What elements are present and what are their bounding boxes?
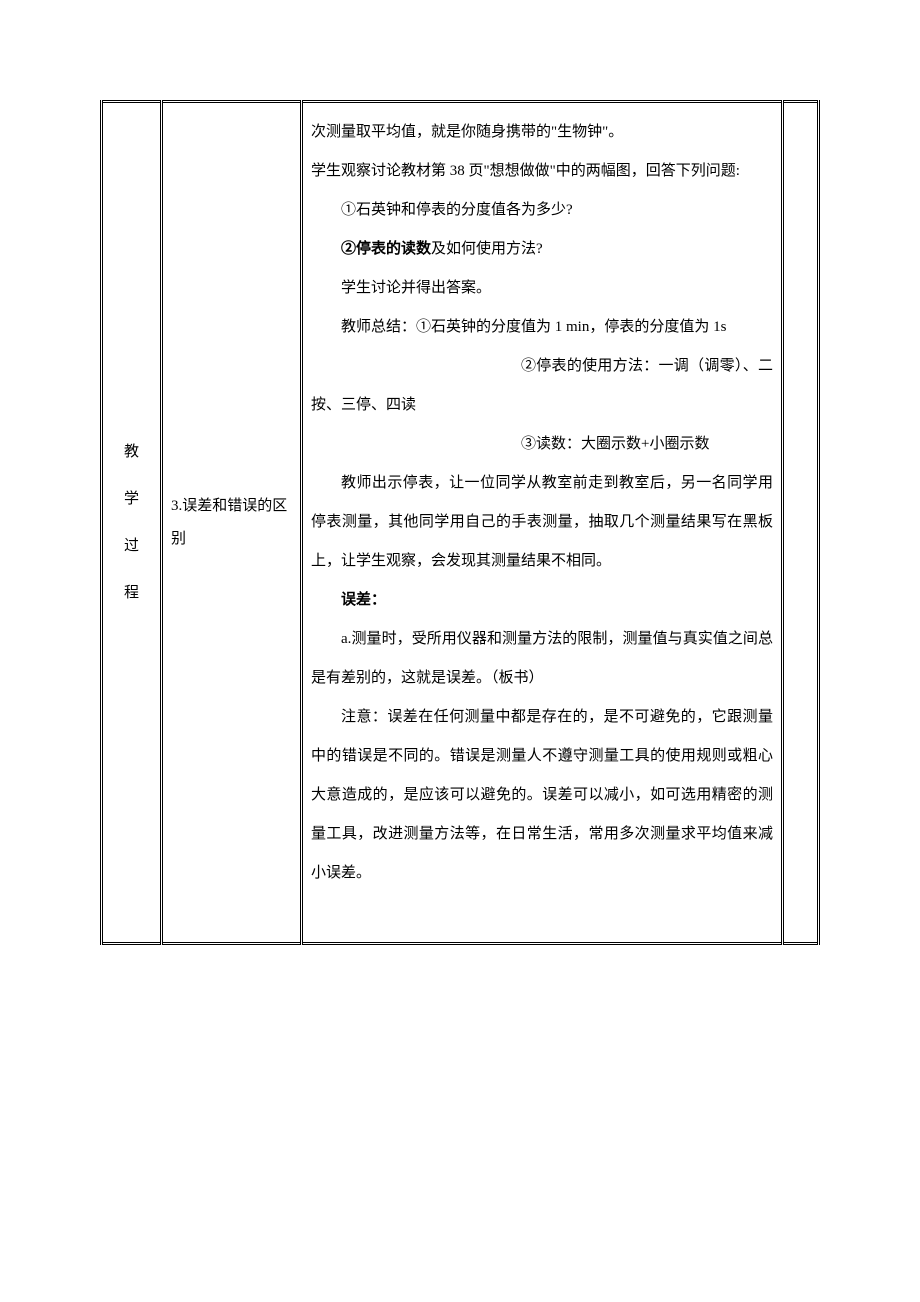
section-title-cell: 3.误差和错误的区别 [162, 102, 302, 944]
row-label-char-4: 程 [103, 586, 160, 601]
lesson-plan-table: 教 学 过 程 3.误差和错误的区别 次测量取平均值，就是你随身携带的"生物钟"… [100, 100, 820, 945]
content-para-3-rest: 及如何使用方法? [431, 241, 543, 257]
content-para-3-bold: ②停表的读数 [341, 241, 431, 257]
content-para-8: 教师出示停表，让一位同学从教室前走到教室后，另一名同学用停表测量，其他同学用自己… [311, 464, 773, 581]
content-para-4: 学生讨论并得出答案。 [311, 269, 773, 308]
content-para-0: 次测量取平均值，就是你随身携带的"生物钟"。 [311, 113, 773, 152]
row-label-cell: 教 学 过 程 [102, 102, 162, 944]
content-cell: 次测量取平均值，就是你随身携带的"生物钟"。 学生观察讨论教材第 38 页"想想… [302, 102, 783, 944]
empty-cell [783, 102, 819, 944]
row-label-char-3: 过 [103, 539, 160, 554]
content-para-10: a.测量时，受所用仪器和测量方法的限制，测量值与真实值之间总是有差别的，这就是误… [311, 620, 773, 698]
section-title: 3.误差和错误的区别 [171, 498, 287, 547]
row-label-char-2: 学 [103, 492, 160, 507]
content-para-2: ①石英钟和停表的分度值各为多少? [311, 191, 773, 230]
content-para-3: ②停表的读数及如何使用方法? [311, 230, 773, 269]
content-para-1: 学生观察讨论教材第 38 页"想想做做"中的两幅图，回答下列问题: [311, 152, 773, 191]
content-para-7: ③读数：大圈示数+小圈示数 [311, 425, 773, 464]
content-para-5: 教师总结：①石英钟的分度值为 1 min，停表的分度值为 1s [311, 308, 773, 347]
content-para-6: ②停表的使用方法：一调（调零）、二按、三停、四读 [311, 347, 773, 425]
row-label-char-1: 教 [103, 445, 160, 460]
content-para-9: 误差： [311, 581, 773, 620]
content-para-11: 注意：误差在任何测量中都是存在的，是不可避免的，它跟测量中的错误是不同的。错误是… [311, 698, 773, 893]
